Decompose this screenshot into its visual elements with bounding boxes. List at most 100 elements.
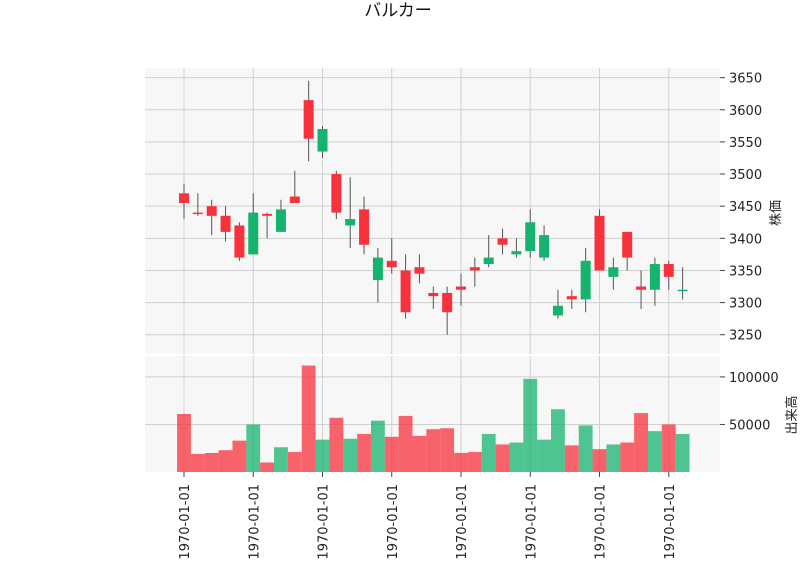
x-tick-label: 1970-01-01 bbox=[594, 484, 609, 560]
candle-body-down bbox=[663, 264, 674, 277]
candle-body-down bbox=[206, 206, 217, 216]
candle-body-down bbox=[331, 174, 342, 213]
candle-body-up bbox=[677, 289, 688, 292]
candle-body-up bbox=[275, 209, 286, 232]
price-tick-label: 3350 bbox=[729, 264, 762, 279]
volume-y-ticks: 50000 100000 bbox=[720, 371, 779, 433]
volume-bar-down bbox=[454, 452, 468, 472]
price-axis-label: 株価 bbox=[769, 200, 784, 226]
x-axis-ticks: 1970-01-01 1970-01-01 1970-01-01 1970-01-01… bbox=[178, 472, 678, 560]
candle-body-up bbox=[580, 260, 591, 300]
volume-bar-down bbox=[440, 428, 455, 472]
volume-bar-up bbox=[537, 439, 552, 472]
volume-bar-down bbox=[564, 445, 579, 472]
x-tick-label: 1970-01-01 bbox=[386, 484, 401, 560]
volume-bar-down bbox=[412, 435, 427, 472]
volume-bar-down bbox=[495, 444, 510, 472]
candle-body-up bbox=[539, 235, 550, 258]
volume-bar-down bbox=[287, 452, 302, 472]
x-tick-label: 1970-01-01 bbox=[663, 484, 678, 560]
volume-bar-down bbox=[634, 413, 648, 472]
price-tick-label: 3250 bbox=[729, 329, 762, 344]
volume-bar-down bbox=[190, 453, 205, 472]
volume-panel: 50000 100000 出来高 bbox=[145, 356, 800, 472]
candle-body-up bbox=[511, 251, 522, 255]
volume-bar-up bbox=[578, 425, 593, 472]
price-tick-label: 3400 bbox=[729, 232, 762, 247]
candle-body-up bbox=[649, 264, 660, 290]
candle-body-up bbox=[372, 257, 383, 281]
candle-body-up bbox=[525, 222, 536, 252]
candle-body-down bbox=[469, 267, 480, 271]
candle-body-down bbox=[400, 270, 411, 313]
volume-bar-down bbox=[592, 449, 607, 472]
volume-bar-up bbox=[523, 378, 538, 472]
volume-bar-down bbox=[357, 433, 371, 472]
price-tick-label: 3650 bbox=[729, 72, 762, 87]
volume-bar-up bbox=[315, 439, 330, 472]
volume-bar-down bbox=[620, 442, 635, 472]
price-tick-label: 3600 bbox=[729, 104, 762, 119]
candle-body-down bbox=[359, 209, 370, 245]
volume-bar-up bbox=[509, 442, 524, 472]
price-tick-label: 3450 bbox=[729, 200, 762, 215]
volume-bar-up bbox=[343, 438, 358, 472]
volume-bar-down bbox=[232, 440, 247, 472]
volume-bar-down bbox=[426, 429, 441, 472]
candle-body-up bbox=[248, 212, 259, 255]
volume-bar-up bbox=[675, 433, 690, 472]
volume-tick-label: 100000 bbox=[729, 371, 779, 386]
chart-title: バルカー bbox=[364, 1, 432, 21]
volume-bar-up bbox=[481, 433, 496, 472]
x-tick-label: 1970-01-01 bbox=[247, 484, 262, 560]
price-tick-label: 3550 bbox=[729, 136, 762, 151]
volume-bar-down bbox=[329, 417, 344, 472]
candle-body-down bbox=[262, 213, 273, 216]
volume-bar-down bbox=[260, 462, 275, 472]
x-tick-label: 1970-01-01 bbox=[178, 484, 193, 560]
candle-body-down bbox=[497, 238, 508, 245]
candle-body-down bbox=[234, 225, 245, 258]
candle-body-down bbox=[192, 212, 203, 215]
volume-bar-up bbox=[551, 409, 565, 472]
volume-bar-down bbox=[204, 452, 219, 472]
candle-body-up bbox=[608, 267, 619, 277]
price-tick-label: 3500 bbox=[729, 168, 762, 183]
volume-bar-up bbox=[246, 424, 261, 472]
x-tick-label: 1970-01-01 bbox=[317, 484, 332, 560]
candle-body-down bbox=[303, 100, 314, 139]
candle-body-up bbox=[552, 305, 563, 316]
candle-body-down bbox=[442, 292, 453, 313]
candle-body-up bbox=[483, 257, 494, 265]
price-panel-background bbox=[145, 68, 720, 354]
candle-body-down bbox=[636, 286, 647, 290]
volume-bar-up bbox=[647, 431, 662, 472]
volume-bar-up bbox=[274, 447, 288, 472]
candle-body-up bbox=[345, 219, 356, 226]
volume-bar-down bbox=[398, 415, 413, 472]
price-tick-label: 3300 bbox=[729, 297, 762, 312]
candle-body-down bbox=[386, 260, 397, 268]
volume-bar-down bbox=[218, 450, 233, 472]
volume-bar-down bbox=[301, 365, 316, 472]
candle-body-down bbox=[428, 292, 439, 297]
x-tick-label: 1970-01-01 bbox=[455, 484, 470, 560]
candle-body-down bbox=[594, 215, 605, 271]
volume-bar-down bbox=[177, 414, 191, 472]
volume-axis-label: 出来高 bbox=[784, 395, 800, 434]
candle-body-down bbox=[456, 286, 466, 290]
candle-body-up bbox=[317, 129, 328, 152]
candle-body-down bbox=[220, 215, 231, 232]
candle-body-down bbox=[566, 296, 577, 300]
volume-bar-down bbox=[467, 452, 482, 472]
candle-body-down bbox=[414, 267, 425, 274]
candle-body-down bbox=[179, 193, 189, 203]
volume-bar-up bbox=[606, 444, 621, 472]
x-tick-label: 1970-01-01 bbox=[524, 484, 539, 560]
price-candles bbox=[179, 80, 688, 335]
volume-tick-label: 50000 bbox=[729, 418, 770, 433]
volume-bar-down bbox=[661, 424, 676, 472]
price-panel: 3250 3300 3350 3400 3450 3500 3550 3600 3650 株価 bbox=[145, 68, 784, 354]
volume-bars bbox=[177, 365, 690, 472]
